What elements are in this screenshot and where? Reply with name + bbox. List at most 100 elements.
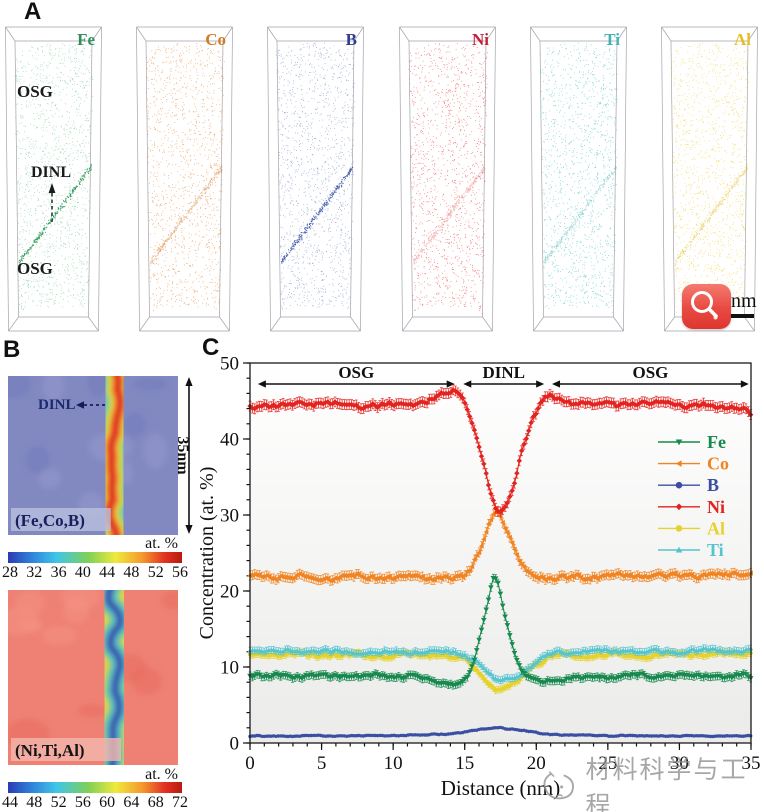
- legend-label: Ni: [707, 497, 725, 517]
- scalebar-line: [712, 314, 754, 318]
- element-label: Al: [734, 30, 751, 49]
- region-annotation: OSG: [552, 363, 749, 388]
- heatmap-dinl-label: DINL: [38, 397, 76, 413]
- region-annotation: DINL: [463, 363, 545, 388]
- y-axis-title: Concentration (at. %): [200, 467, 218, 640]
- legend-label: B: [707, 475, 719, 495]
- apt-map-al: Al: [661, 26, 758, 332]
- magnifier-icon[interactable]: [682, 284, 731, 329]
- heatmap-caption: (Ni,Ti,Al): [15, 741, 85, 760]
- legend-entry-fe: Fe: [658, 432, 726, 452]
- colorbar-tick: 44: [99, 564, 116, 581]
- height-label: 35nm: [174, 436, 191, 475]
- region-label: OSG: [338, 363, 374, 382]
- colorbar-tick: 48: [123, 564, 140, 581]
- apt-map-co: Co: [136, 26, 234, 332]
- dinl-band-dots: [150, 166, 223, 265]
- colorbar-tick: 32: [26, 564, 43, 581]
- atom-dots: [14, 43, 94, 314]
- apt-map-b: B: [267, 26, 365, 332]
- colorbar-tick: 52: [147, 564, 164, 581]
- colorbar-tick: 56: [74, 794, 91, 811]
- osg-bottom-label: OSG: [17, 259, 53, 278]
- atom-dots: [539, 42, 618, 313]
- colorbar-tick: 36: [50, 564, 67, 581]
- y-tick-label: 40: [220, 430, 239, 451]
- atom-dots: [146, 43, 225, 313]
- colorbar-tick: 28: [2, 564, 18, 581]
- y-tick-label: 20: [220, 582, 239, 603]
- legend-label: Co: [707, 454, 729, 474]
- atom-dots: [408, 43, 488, 315]
- colorbar-bottom: [8, 782, 182, 793]
- legend-entry-ti: Ti: [658, 540, 724, 560]
- x-tick-label: 25: [598, 753, 617, 774]
- apt-map-ti: Ti: [529, 26, 627, 332]
- osg-top-label: OSG: [17, 82, 53, 101]
- colorbar-tick: 64: [123, 794, 140, 811]
- dinl-arrowhead: [48, 183, 56, 193]
- y-tick-label: 50: [220, 354, 239, 375]
- x-tick-label: 20: [527, 753, 546, 774]
- y-tick-label: 30: [220, 506, 239, 527]
- element-label: Ni: [472, 30, 489, 49]
- legend-label: Ti: [707, 540, 724, 560]
- legend-entry-al: Al: [658, 518, 725, 538]
- colorbar-tick: 40: [74, 564, 91, 581]
- panel-b-label: B: [3, 336, 21, 363]
- colorbar-unit-bottom: at. %: [145, 766, 178, 783]
- watermark: 材料科学与工程: [538, 750, 764, 812]
- dinl-band-dots: [543, 165, 617, 264]
- legend-label: Al: [707, 518, 725, 538]
- watermark-text: 材料科学与工程: [585, 756, 748, 812]
- colorbar-tick: 60: [99, 794, 116, 811]
- element-label: Co: [205, 30, 226, 49]
- x-tick-label: 30: [670, 753, 689, 774]
- colorbar-unit-top: at. %: [145, 535, 178, 552]
- x-tick-label: 35: [742, 753, 761, 774]
- colorbar-tick: 72: [171, 794, 188, 811]
- apt-panel: Fe OSG DINL OSG Co B Ni Ti Al: [5, 25, 758, 335]
- heatmap-caption: (Fe,Co,B): [15, 511, 85, 530]
- concentration-chart: 0 5 10 15 20 25 30 35 0 10 20 30 40 50 Distance (nm) Co…: [200, 354, 761, 801]
- x-tick-label: 10: [384, 753, 403, 774]
- region-label: DINL: [482, 363, 525, 382]
- legend-entry-b: B: [658, 475, 719, 495]
- apt-map-ni: Ni: [398, 26, 496, 332]
- apt-map-fe: Fe OSG DINL OSG: [5, 26, 102, 332]
- colorbar-ticks-top: 28 32 36 40 44 48 52 56: [2, 564, 188, 582]
- panel-a-label: A: [24, 0, 42, 25]
- element-label: Ti: [604, 30, 620, 49]
- series-ni: [247, 384, 754, 518]
- dinl-label: DINL: [31, 164, 71, 181]
- region-label: OSG: [632, 363, 668, 382]
- colorbar-tick: 52: [50, 794, 67, 811]
- x-tick-label: 15: [455, 753, 474, 774]
- colorbar-tick: 48: [26, 794, 43, 811]
- y-tick-label: 10: [220, 658, 239, 679]
- panel-c-label: C: [202, 334, 220, 361]
- x-tick-label: 5: [317, 753, 327, 774]
- dinl-band-dots: [412, 166, 485, 265]
- element-label: Fe: [77, 30, 95, 49]
- colorbar-tick: 56: [171, 564, 188, 581]
- x-tick-label: 0: [245, 753, 255, 774]
- heatmap-nitial: (Ni,Ti,Al): [8, 590, 178, 765]
- colorbar-tick: 44: [2, 794, 18, 811]
- legend-label: Fe: [707, 432, 726, 452]
- legend-entry-ni: Ni: [658, 497, 725, 517]
- x-axis-title: Distance (nm): [441, 776, 561, 800]
- y-tick-label: 0: [230, 734, 240, 755]
- atom-dots: [276, 42, 356, 315]
- atom-dots: [670, 43, 750, 313]
- region-annotation: OSG: [257, 363, 455, 388]
- legend-entry-co: Co: [658, 454, 729, 474]
- series-b: [248, 725, 753, 739]
- dinl-band-dots: [675, 163, 748, 267]
- panel-b: B (Fe,Co,B) DINL 35nm at. % 28 32 36 40 44 48 52…: [0, 338, 200, 812]
- element-label: B: [346, 30, 357, 49]
- heatmap-fecob: (Fe,Co,B) DINL 35nm: [8, 376, 193, 535]
- colorbar-ticks-bottom: 44 48 52 56 60 64 68 72: [2, 794, 188, 812]
